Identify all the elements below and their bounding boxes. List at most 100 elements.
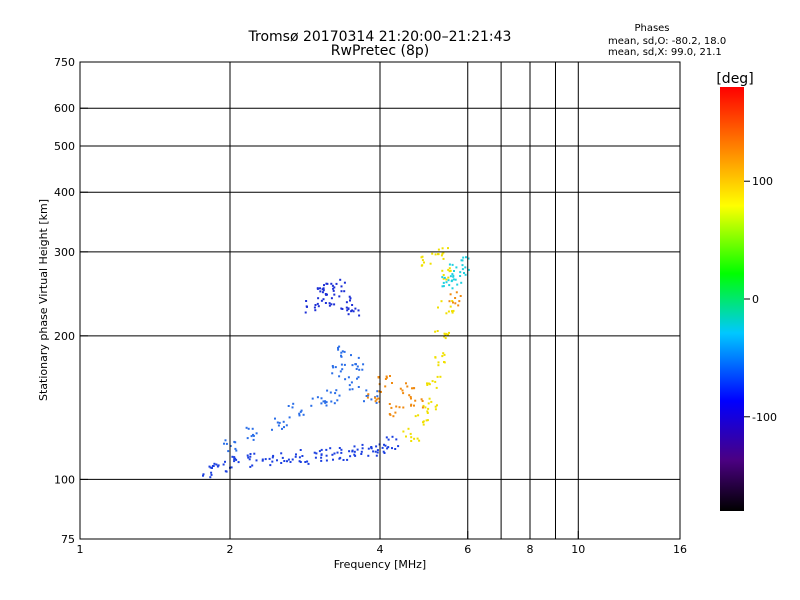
echo-mark	[413, 387, 416, 390]
echo-mark	[411, 387, 413, 390]
echo-mark	[366, 396, 369, 399]
echo-mark	[374, 396, 376, 399]
echo-mark	[298, 414, 301, 417]
echo-mark	[391, 382, 393, 384]
echo-mark	[304, 311, 307, 314]
echo-mark	[255, 432, 258, 435]
echo-mark	[357, 376, 360, 379]
echo-mark	[461, 259, 464, 262]
echo-mark	[338, 345, 341, 348]
echo-mark	[334, 366, 337, 369]
echo-mark	[416, 437, 419, 440]
echo-mark	[351, 304, 354, 306]
echo-mark	[325, 459, 328, 462]
echo-mark	[441, 252, 444, 255]
echo-mark	[427, 402, 430, 405]
echo-mark	[402, 392, 405, 395]
echo-mark	[225, 470, 228, 473]
data-point	[422, 397, 438, 411]
data-point	[316, 282, 334, 296]
colorbar-tick-label: -100	[752, 411, 777, 424]
echo-mark	[465, 256, 467, 259]
echo-mark	[255, 459, 258, 462]
echo-mark	[424, 406, 427, 409]
echo-mark	[386, 447, 389, 450]
echo-mark	[391, 447, 393, 450]
echo-mark	[452, 301, 454, 304]
echo-mark	[354, 363, 357, 366]
echo-mark	[390, 406, 393, 409]
echo-mark	[381, 446, 384, 449]
data-point	[460, 256, 470, 271]
echo-mark	[202, 474, 204, 477]
echo-mark	[361, 443, 364, 446]
data-point	[437, 247, 449, 260]
echo-mark	[406, 385, 409, 388]
echo-mark	[320, 453, 323, 456]
echo-mark	[274, 417, 276, 420]
echo-mark	[437, 364, 440, 367]
echo-mark	[233, 460, 236, 463]
echo-mark	[330, 303, 333, 306]
echo-mark	[421, 400, 424, 402]
echo-mark	[234, 447, 237, 450]
echo-mark	[361, 368, 364, 371]
echo-mark	[353, 450, 356, 453]
echo-mark	[230, 466, 233, 469]
echo-mark	[370, 447, 373, 450]
echo-mark	[248, 458, 251, 461]
echo-mark	[414, 415, 417, 418]
echo-mark	[291, 458, 294, 461]
y-tick-label: 500	[54, 140, 75, 153]
echo-mark	[349, 455, 352, 458]
echo-mark	[385, 376, 388, 379]
echo-mark	[298, 460, 301, 463]
echo-mark	[455, 266, 458, 269]
data-point	[280, 452, 297, 464]
echo-mark	[333, 286, 336, 289]
data-point	[337, 345, 352, 358]
echo-mark	[376, 451, 379, 454]
echo-mark	[357, 309, 360, 312]
echo-mark	[333, 452, 336, 455]
echo-mark	[467, 257, 470, 260]
echo-mark	[322, 289, 325, 292]
echo-mark	[281, 456, 284, 459]
echo-mark	[436, 375, 439, 378]
echo-mark	[410, 440, 413, 442]
echo-mark	[437, 361, 440, 364]
data-point	[246, 452, 258, 468]
colorbar	[720, 87, 744, 511]
echo-mark	[443, 335, 446, 338]
echo-mark	[413, 404, 415, 407]
colorbar-tick-label: 100	[752, 175, 773, 188]
data-point	[426, 375, 442, 389]
echo-mark	[341, 308, 344, 310]
echo-mark	[367, 394, 370, 397]
data-point	[313, 448, 323, 462]
echo-mark	[340, 451, 343, 454]
echo-mark	[320, 448, 323, 451]
echo-mark	[449, 293, 452, 296]
echo-mark	[315, 452, 318, 455]
echo-mark	[282, 420, 285, 423]
echo-mark	[251, 464, 254, 467]
echo-mark	[451, 287, 454, 290]
echo-mark	[316, 287, 319, 290]
x-tick-label: 16	[673, 543, 687, 556]
echo-mark	[224, 439, 227, 442]
echo-mark	[434, 330, 437, 333]
echo-mark	[422, 423, 425, 426]
echo-mark	[216, 465, 219, 468]
echo-mark	[229, 445, 232, 447]
echo-mark	[383, 452, 386, 454]
echo-mark	[352, 310, 355, 313]
data-point	[324, 293, 341, 307]
echo-mark	[337, 348, 340, 351]
echo-mark	[247, 427, 250, 430]
echo-mark	[320, 456, 323, 459]
echo-mark	[325, 401, 328, 404]
echo-mark	[322, 400, 325, 403]
echo-mark	[301, 455, 304, 457]
echo-mark	[231, 455, 234, 458]
